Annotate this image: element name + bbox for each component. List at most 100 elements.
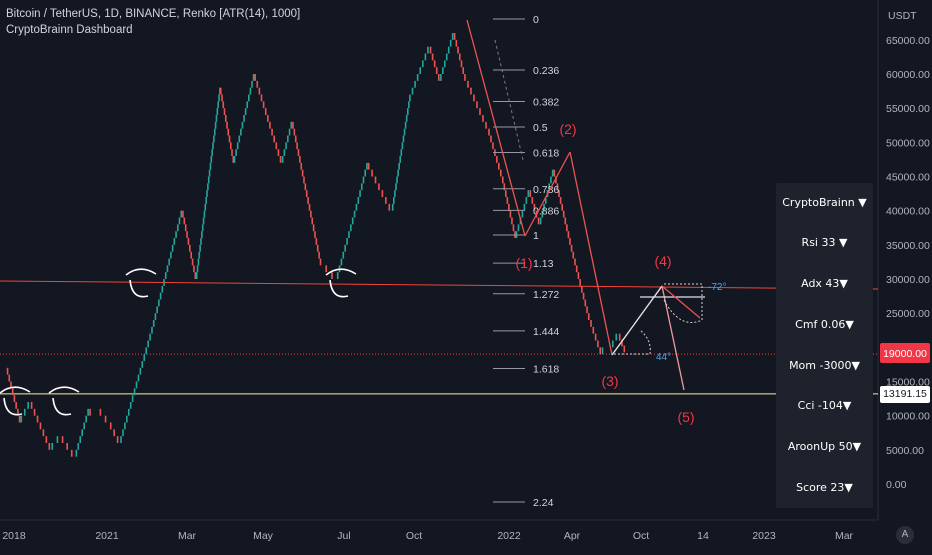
renko-brick	[304, 183, 307, 191]
renko-brick	[539, 217, 542, 225]
renko-brick	[99, 408, 102, 416]
renko-brick	[191, 258, 194, 266]
renko-brick	[233, 156, 236, 163]
time-axis-tick-label: Jul	[337, 530, 350, 542]
auto-scale-button[interactable]: A	[896, 526, 914, 544]
fib-level-label: 0.618	[533, 147, 559, 159]
wave-label: (4)	[654, 253, 671, 269]
renko-brick	[357, 197, 360, 204]
renko-brick	[207, 183, 209, 191]
renko-brick	[443, 60, 446, 68]
elliott-wave-line[interactable]	[661, 285, 685, 391]
renko-brick	[601, 347, 604, 355]
renko-brick	[213, 128, 216, 136]
fib-level-label: 1.618	[533, 363, 559, 375]
renko-brick	[362, 176, 365, 184]
renko-brick	[285, 142, 287, 150]
renko-brick	[458, 53, 461, 61]
renko-brick	[314, 231, 316, 239]
renko-brick	[139, 367, 142, 375]
renko-brick	[141, 361, 144, 368]
renko-brick	[196, 265, 199, 273]
renko-brick	[264, 108, 267, 116]
renko-brick	[275, 142, 278, 150]
angle-line[interactable]	[611, 285, 663, 356]
renko-brick	[277, 149, 280, 157]
symbol-title[interactable]: Bitcoin / TetherUS, 1D, BINANCE, Renko […	[6, 8, 301, 20]
renko-brick	[262, 101, 265, 109]
renko-brick	[254, 74, 256, 81]
renko-brick	[143, 354, 146, 362]
renko-brick	[222, 101, 225, 109]
dashboard-header[interactable]: CryptoBrainn ▼	[782, 196, 867, 209]
hand-drawn-circle[interactable]	[125, 268, 157, 298]
renko-brick	[350, 224, 352, 232]
price-tag: 19000.00	[880, 346, 930, 364]
renko-brick	[189, 244, 191, 252]
time-axis-tick-label: Apr	[564, 530, 581, 542]
renko-brick	[279, 156, 282, 163]
renko-brick	[205, 197, 207, 204]
renko-brick	[512, 224, 515, 232]
renko-brick	[399, 156, 402, 163]
renko-brick	[293, 128, 296, 136]
renko-brick	[537, 217, 540, 225]
price-axis-tick-label: 15000.00	[886, 377, 930, 389]
renko-brick	[219, 87, 221, 95]
renko-brick	[467, 80, 469, 88]
fib-level-label: 0.886	[533, 205, 559, 217]
renko-brick	[66, 443, 68, 450]
renko-brick	[310, 210, 312, 218]
renko-brick	[200, 238, 202, 245]
renko-brick	[360, 183, 363, 191]
renko-brick	[206, 190, 208, 198]
elliott-wave-line[interactable]	[524, 151, 571, 237]
renko-brick	[166, 265, 169, 273]
renko-brick	[521, 210, 524, 218]
renko-brick	[39, 422, 42, 430]
renko-brick	[318, 251, 320, 259]
angle-label: 44°	[656, 352, 671, 363]
renko-brick	[586, 306, 588, 314]
horizontal-line[interactable]	[0, 280, 879, 290]
renko-brick	[451, 33, 454, 40]
renko-brick	[127, 408, 130, 416]
renko-brick	[366, 162, 368, 170]
hand-drawn-circle[interactable]	[0, 386, 31, 416]
hand-drawn-circle[interactable]	[325, 268, 357, 298]
renko-brick	[498, 162, 500, 170]
elliott-wave-line[interactable]	[466, 19, 526, 237]
renko-brick	[457, 46, 459, 54]
renko-brick	[509, 210, 512, 218]
renko-brick	[505, 190, 507, 198]
renko-brick	[517, 224, 520, 232]
renko-brick	[460, 60, 463, 68]
renko-brick	[241, 121, 244, 129]
renko-brick	[562, 210, 565, 218]
renko-brick	[116, 436, 119, 444]
renko-brick	[168, 258, 170, 266]
renko-brick	[221, 94, 223, 102]
renko-brick	[473, 94, 475, 102]
price-axis-tick-label: 5000.00	[886, 445, 924, 457]
renko-brick	[180, 210, 183, 218]
renko-brick	[228, 135, 231, 143]
renko-brick	[129, 402, 132, 409]
renko-brick	[492, 142, 494, 150]
renko-brick	[325, 265, 328, 273]
renko-brick	[56, 436, 59, 444]
renko-brick	[210, 156, 213, 163]
renko-brick	[175, 231, 177, 239]
renko-brick	[558, 190, 560, 198]
renko-brick	[133, 388, 136, 396]
renko-brick	[201, 231, 203, 239]
renko-brick	[269, 121, 271, 129]
renko-brick	[440, 74, 442, 81]
hand-drawn-circle[interactable]	[48, 386, 80, 416]
elliott-wave-line[interactable]	[569, 151, 613, 356]
renko-brick	[359, 190, 361, 198]
angle-arrow[interactable]	[661, 285, 701, 319]
indicator-title[interactable]: CryptoBrainn Dashboard	[6, 24, 133, 36]
renko-brick	[283, 149, 286, 157]
renko-brick	[482, 115, 484, 122]
